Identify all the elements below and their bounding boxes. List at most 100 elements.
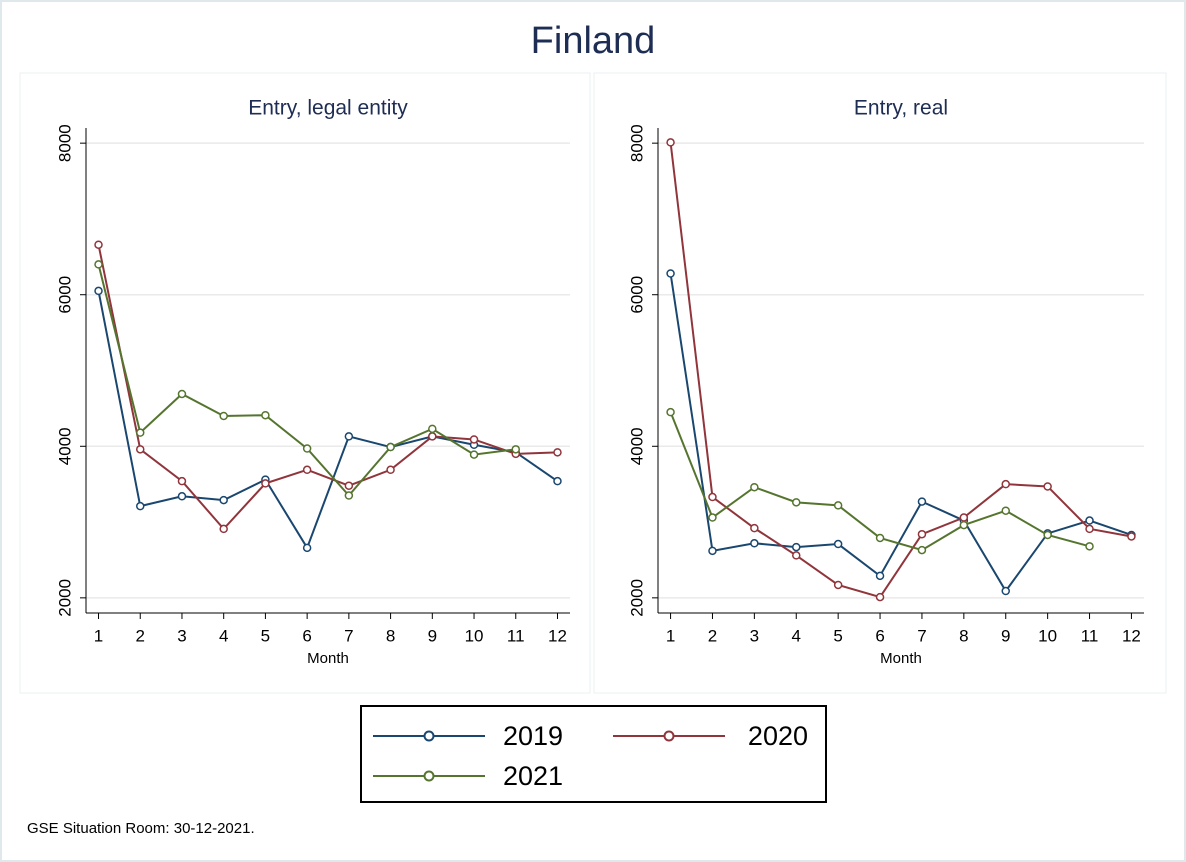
x-tick-label: 5: [261, 626, 270, 645]
y-tick-label: 4000: [55, 427, 74, 465]
point: [177, 492, 187, 501]
series-line: [669, 273, 1132, 593]
point: [666, 407, 675, 417]
y-tick-label: 4000: [627, 427, 646, 465]
figure-title: Finland: [531, 20, 656, 62]
point: [94, 240, 103, 249]
point: [750, 539, 759, 548]
x-tick-label: 7: [344, 626, 353, 645]
point: [386, 442, 395, 452]
point: [94, 260, 103, 269]
point: [708, 492, 717, 502]
point: [302, 444, 312, 453]
x-tick-label: 6: [875, 626, 884, 645]
point: [1127, 532, 1136, 541]
point: [135, 501, 145, 511]
legend-marker: [423, 770, 435, 782]
point: [428, 424, 437, 434]
note: GSE Situation Room: 30-12-2021.: [27, 820, 255, 837]
point: [792, 551, 801, 560]
x-tick-label: 11: [1081, 626, 1099, 645]
point: [302, 465, 312, 475]
y-tick-label: 8000: [55, 124, 74, 162]
point: [177, 389, 187, 399]
series-line: [669, 142, 1132, 599]
point: [833, 501, 843, 510]
legend-label: 2019: [503, 721, 563, 751]
panel-frame: [19, 72, 591, 694]
panel-title: Entry, real: [854, 97, 948, 120]
point: [94, 286, 103, 296]
legend-marker: [423, 730, 435, 742]
point: [428, 432, 437, 441]
x-tick-label: 1: [94, 626, 103, 645]
legend-marker: [663, 730, 675, 742]
point: [875, 533, 885, 543]
point: [135, 445, 145, 454]
x-tick-label: 3: [750, 626, 759, 645]
point: [386, 465, 395, 475]
point: [1001, 506, 1010, 515]
x-tick-label: 10: [1038, 626, 1057, 645]
point: [1001, 586, 1010, 596]
point: [875, 571, 885, 581]
legend: 2019 2020 2021: [373, 721, 808, 791]
x-tick-label: 6: [302, 626, 311, 645]
point: [666, 138, 675, 147]
x-tick-label: 4: [792, 626, 801, 645]
series-line: [97, 244, 558, 531]
point: [469, 435, 479, 444]
legend-label: 2020: [748, 721, 808, 751]
x-axis-label: Month: [307, 650, 349, 667]
point: [917, 529, 927, 539]
panel-title: Entry, legal entity: [248, 97, 408, 120]
x-tick-label: 9: [1001, 626, 1010, 645]
point: [875, 592, 885, 602]
y-tick-label: 6000: [627, 276, 646, 314]
point: [833, 539, 843, 549]
point: [177, 476, 187, 486]
x-tick-label: 4: [219, 626, 228, 645]
y-tick-label: 8000: [627, 124, 646, 162]
x-tick-label: 5: [833, 626, 842, 645]
point: [750, 482, 759, 492]
point: [219, 411, 228, 421]
panel-frame: [593, 72, 1167, 694]
point: [553, 448, 562, 457]
series-line: [97, 290, 559, 551]
point: [666, 269, 675, 278]
point: [792, 542, 801, 552]
x-axis-label: Month: [880, 650, 922, 667]
y-tick-label: 2000: [627, 579, 646, 617]
x-tick-label: 1: [666, 626, 675, 645]
point: [959, 513, 969, 522]
point: [1085, 542, 1094, 551]
point: [511, 445, 521, 454]
x-tick-label: 2: [136, 626, 145, 645]
x-tick-label: 12: [548, 626, 567, 645]
x-tick-label: 8: [386, 626, 395, 645]
x-tick-label: 12: [1122, 626, 1141, 645]
x-tick-label: 2: [708, 626, 717, 645]
point: [708, 546, 717, 556]
point: [1085, 516, 1094, 525]
y-tick-label: 6000: [55, 276, 74, 314]
point: [302, 543, 312, 553]
point: [959, 520, 969, 530]
point: [135, 428, 145, 437]
point: [553, 476, 562, 486]
point: [792, 498, 801, 507]
point: [917, 497, 927, 506]
x-tick-label: 9: [428, 626, 437, 645]
point: [344, 481, 354, 490]
point: [1043, 482, 1052, 491]
x-tick-label: 10: [465, 626, 484, 645]
point: [833, 580, 843, 590]
y-tick-label: 2000: [55, 579, 74, 617]
point: [344, 491, 354, 500]
point: [750, 523, 759, 533]
point: [1043, 530, 1052, 540]
x-tick-label: 3: [177, 626, 186, 645]
legend-label: 2021: [503, 761, 563, 791]
